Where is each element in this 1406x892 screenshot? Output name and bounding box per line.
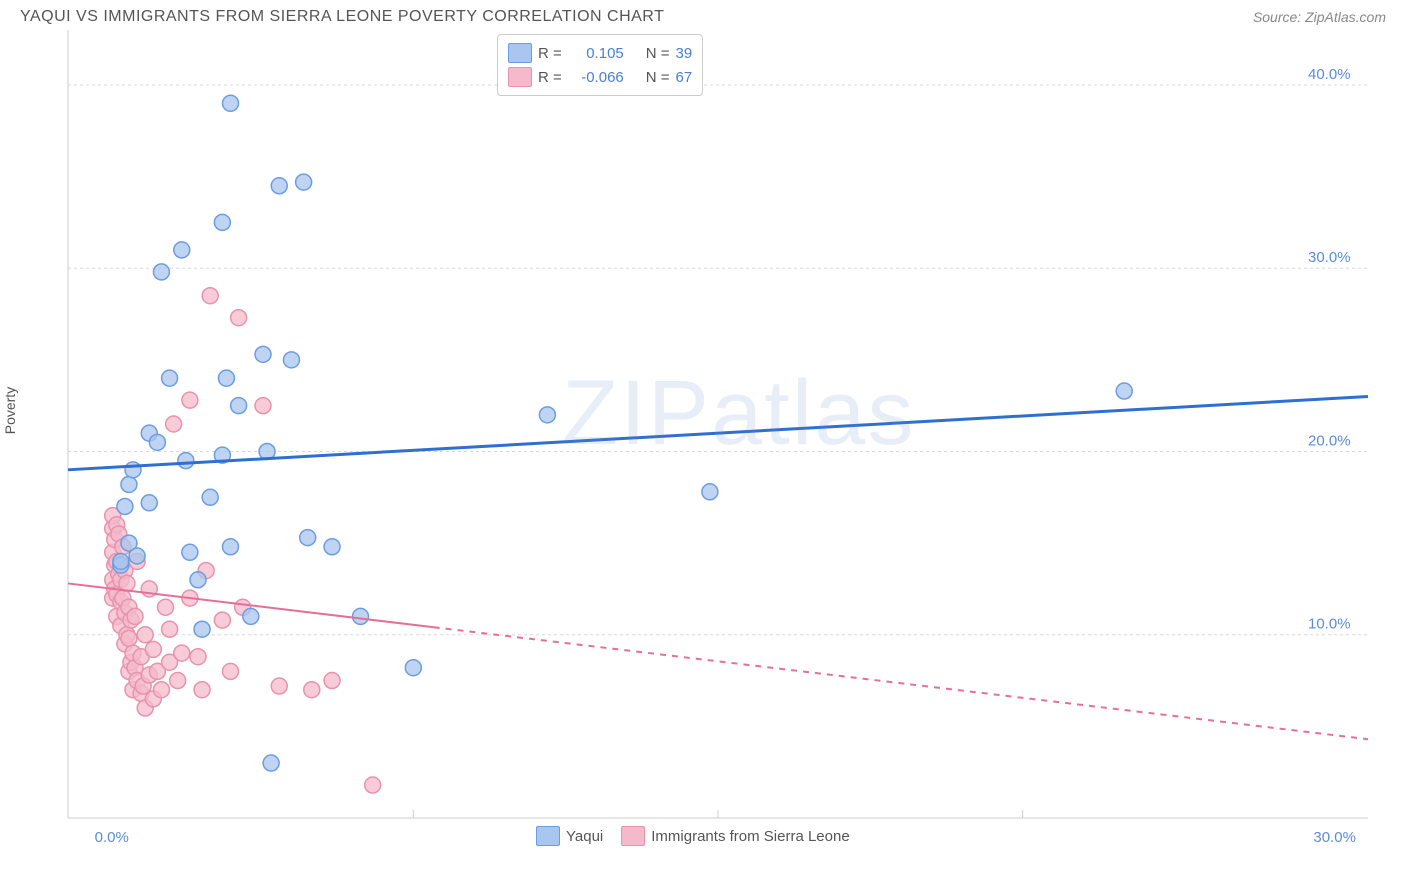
legend-item: Immigrants from Sierra Leone <box>621 826 849 846</box>
legend-item: Yaqui <box>536 826 603 846</box>
header-bar: YAQUI VS IMMIGRANTS FROM SIERRA LEONE PO… <box>0 0 1406 30</box>
r-label: R = <box>538 69 562 86</box>
legend-swatch <box>536 826 560 846</box>
legend-stat-row: R = 0.105 N = 39 <box>508 41 692 65</box>
legend-label: Immigrants from Sierra Leone <box>651 828 849 845</box>
r-value: 0.105 <box>568 45 624 62</box>
y-axis-label: Poverty <box>2 387 18 434</box>
svg-text:30.0%: 30.0% <box>1308 249 1351 266</box>
n-value: 39 <box>676 45 693 62</box>
chart-title: YAQUI VS IMMIGRANTS FROM SIERRA LEONE PO… <box>20 8 664 26</box>
n-value: 67 <box>676 69 693 86</box>
legend-bottom: Yaqui Immigrants from Sierra Leone <box>536 826 850 846</box>
chart-area: Poverty 10.0%20.0%30.0%40.0%0.0%30.0% ZI… <box>20 30 1386 870</box>
r-value: -0.066 <box>568 69 624 86</box>
svg-text:20.0%: 20.0% <box>1308 432 1351 449</box>
r-label: R = <box>538 45 562 62</box>
source-label: Source: ZipAtlas.com <box>1253 9 1386 25</box>
legend-label: Yaqui <box>566 828 603 845</box>
legend-swatch <box>508 43 532 63</box>
svg-text:30.0%: 30.0% <box>1313 829 1356 846</box>
n-label: N = <box>646 45 670 62</box>
svg-text:0.0%: 0.0% <box>95 829 129 846</box>
n-label: N = <box>646 69 670 86</box>
svg-text:10.0%: 10.0% <box>1308 616 1351 633</box>
svg-text:40.0%: 40.0% <box>1308 66 1351 83</box>
legend-swatch <box>508 67 532 87</box>
legend-swatch <box>621 826 645 846</box>
legend-stat-row: R = -0.066 N = 67 <box>508 65 692 89</box>
legend-stats-box: R = 0.105 N = 39 R = -0.066 N = 67 <box>497 34 703 96</box>
scatter-chart-svg: 10.0% 20.0% 30.0% 40.0% 0.0% 30.0% <box>20 30 1386 870</box>
